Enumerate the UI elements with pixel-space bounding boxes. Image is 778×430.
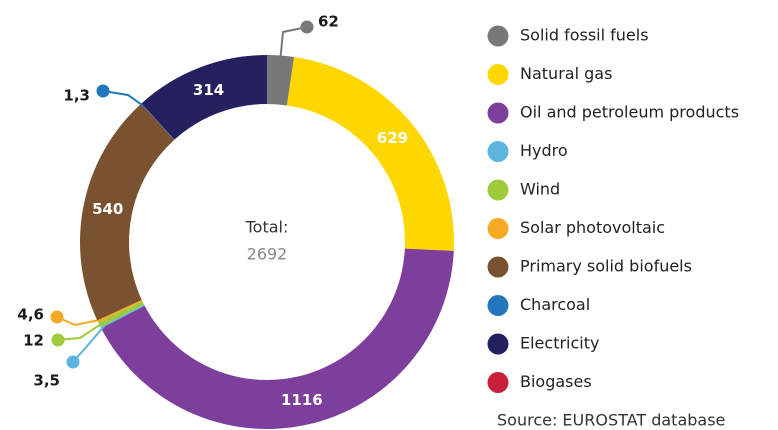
leader-line (72, 325, 106, 363)
legend-label: Hydro (520, 141, 568, 160)
leader-dot (300, 20, 314, 34)
legend-swatch (487, 218, 509, 239)
donut-slice (141, 103, 175, 140)
data-label: 1,3 (63, 87, 90, 105)
data-label: 540 (92, 200, 123, 218)
legend-label: Natural gas (520, 64, 612, 83)
data-label: 1116 (281, 391, 323, 409)
donut-slice (97, 299, 143, 323)
leader-dot (96, 84, 110, 98)
donut-slice (286, 56, 454, 251)
legend-swatch (487, 333, 509, 355)
center-label: Total: (245, 218, 289, 237)
source: Source: EUROSTAT database (497, 411, 725, 430)
legend-swatch (487, 256, 509, 278)
legend-label: Biogases (520, 372, 592, 391)
legend-label: Charcoal (520, 295, 590, 314)
center-total: 2692 (247, 245, 288, 264)
data-label: 3,5 (33, 372, 60, 390)
leader-line (57, 321, 104, 341)
legend-swatch (487, 295, 509, 316)
leader-line (56, 316, 102, 327)
donut-slice (98, 301, 145, 327)
donut-slice (100, 304, 145, 329)
donut-slice (80, 103, 175, 321)
legend-label: Wind (520, 180, 560, 199)
legend-swatch (487, 64, 509, 85)
legend-label: Solid fossil fuels (520, 26, 649, 45)
leader-dot (50, 310, 64, 324)
leader-line (279, 26, 308, 60)
data-label: 12 (23, 332, 44, 350)
donut-slice (141, 55, 267, 140)
legend-swatch (487, 102, 509, 124)
legend-swatch (487, 25, 509, 47)
data-label: 4,6 (17, 306, 44, 324)
leader-dot (66, 355, 80, 369)
legend-label: Primary solid biofuels (520, 257, 692, 276)
legend-swatch (487, 179, 509, 201)
leader-line (102, 90, 145, 108)
legend-swatch (487, 141, 509, 162)
legend-label: Electricity (520, 334, 599, 353)
leader-dot (51, 333, 65, 347)
donut-slice (267, 55, 295, 106)
legend-label: Oil and petroleum products (520, 103, 739, 122)
legend-label: Solar photovoltaic (520, 218, 665, 237)
data-label: 629 (377, 129, 408, 147)
donut-slice (101, 248, 454, 430)
data-label: 314 (193, 81, 224, 99)
legend-swatch (487, 372, 509, 393)
data-label: 62 (318, 13, 339, 31)
